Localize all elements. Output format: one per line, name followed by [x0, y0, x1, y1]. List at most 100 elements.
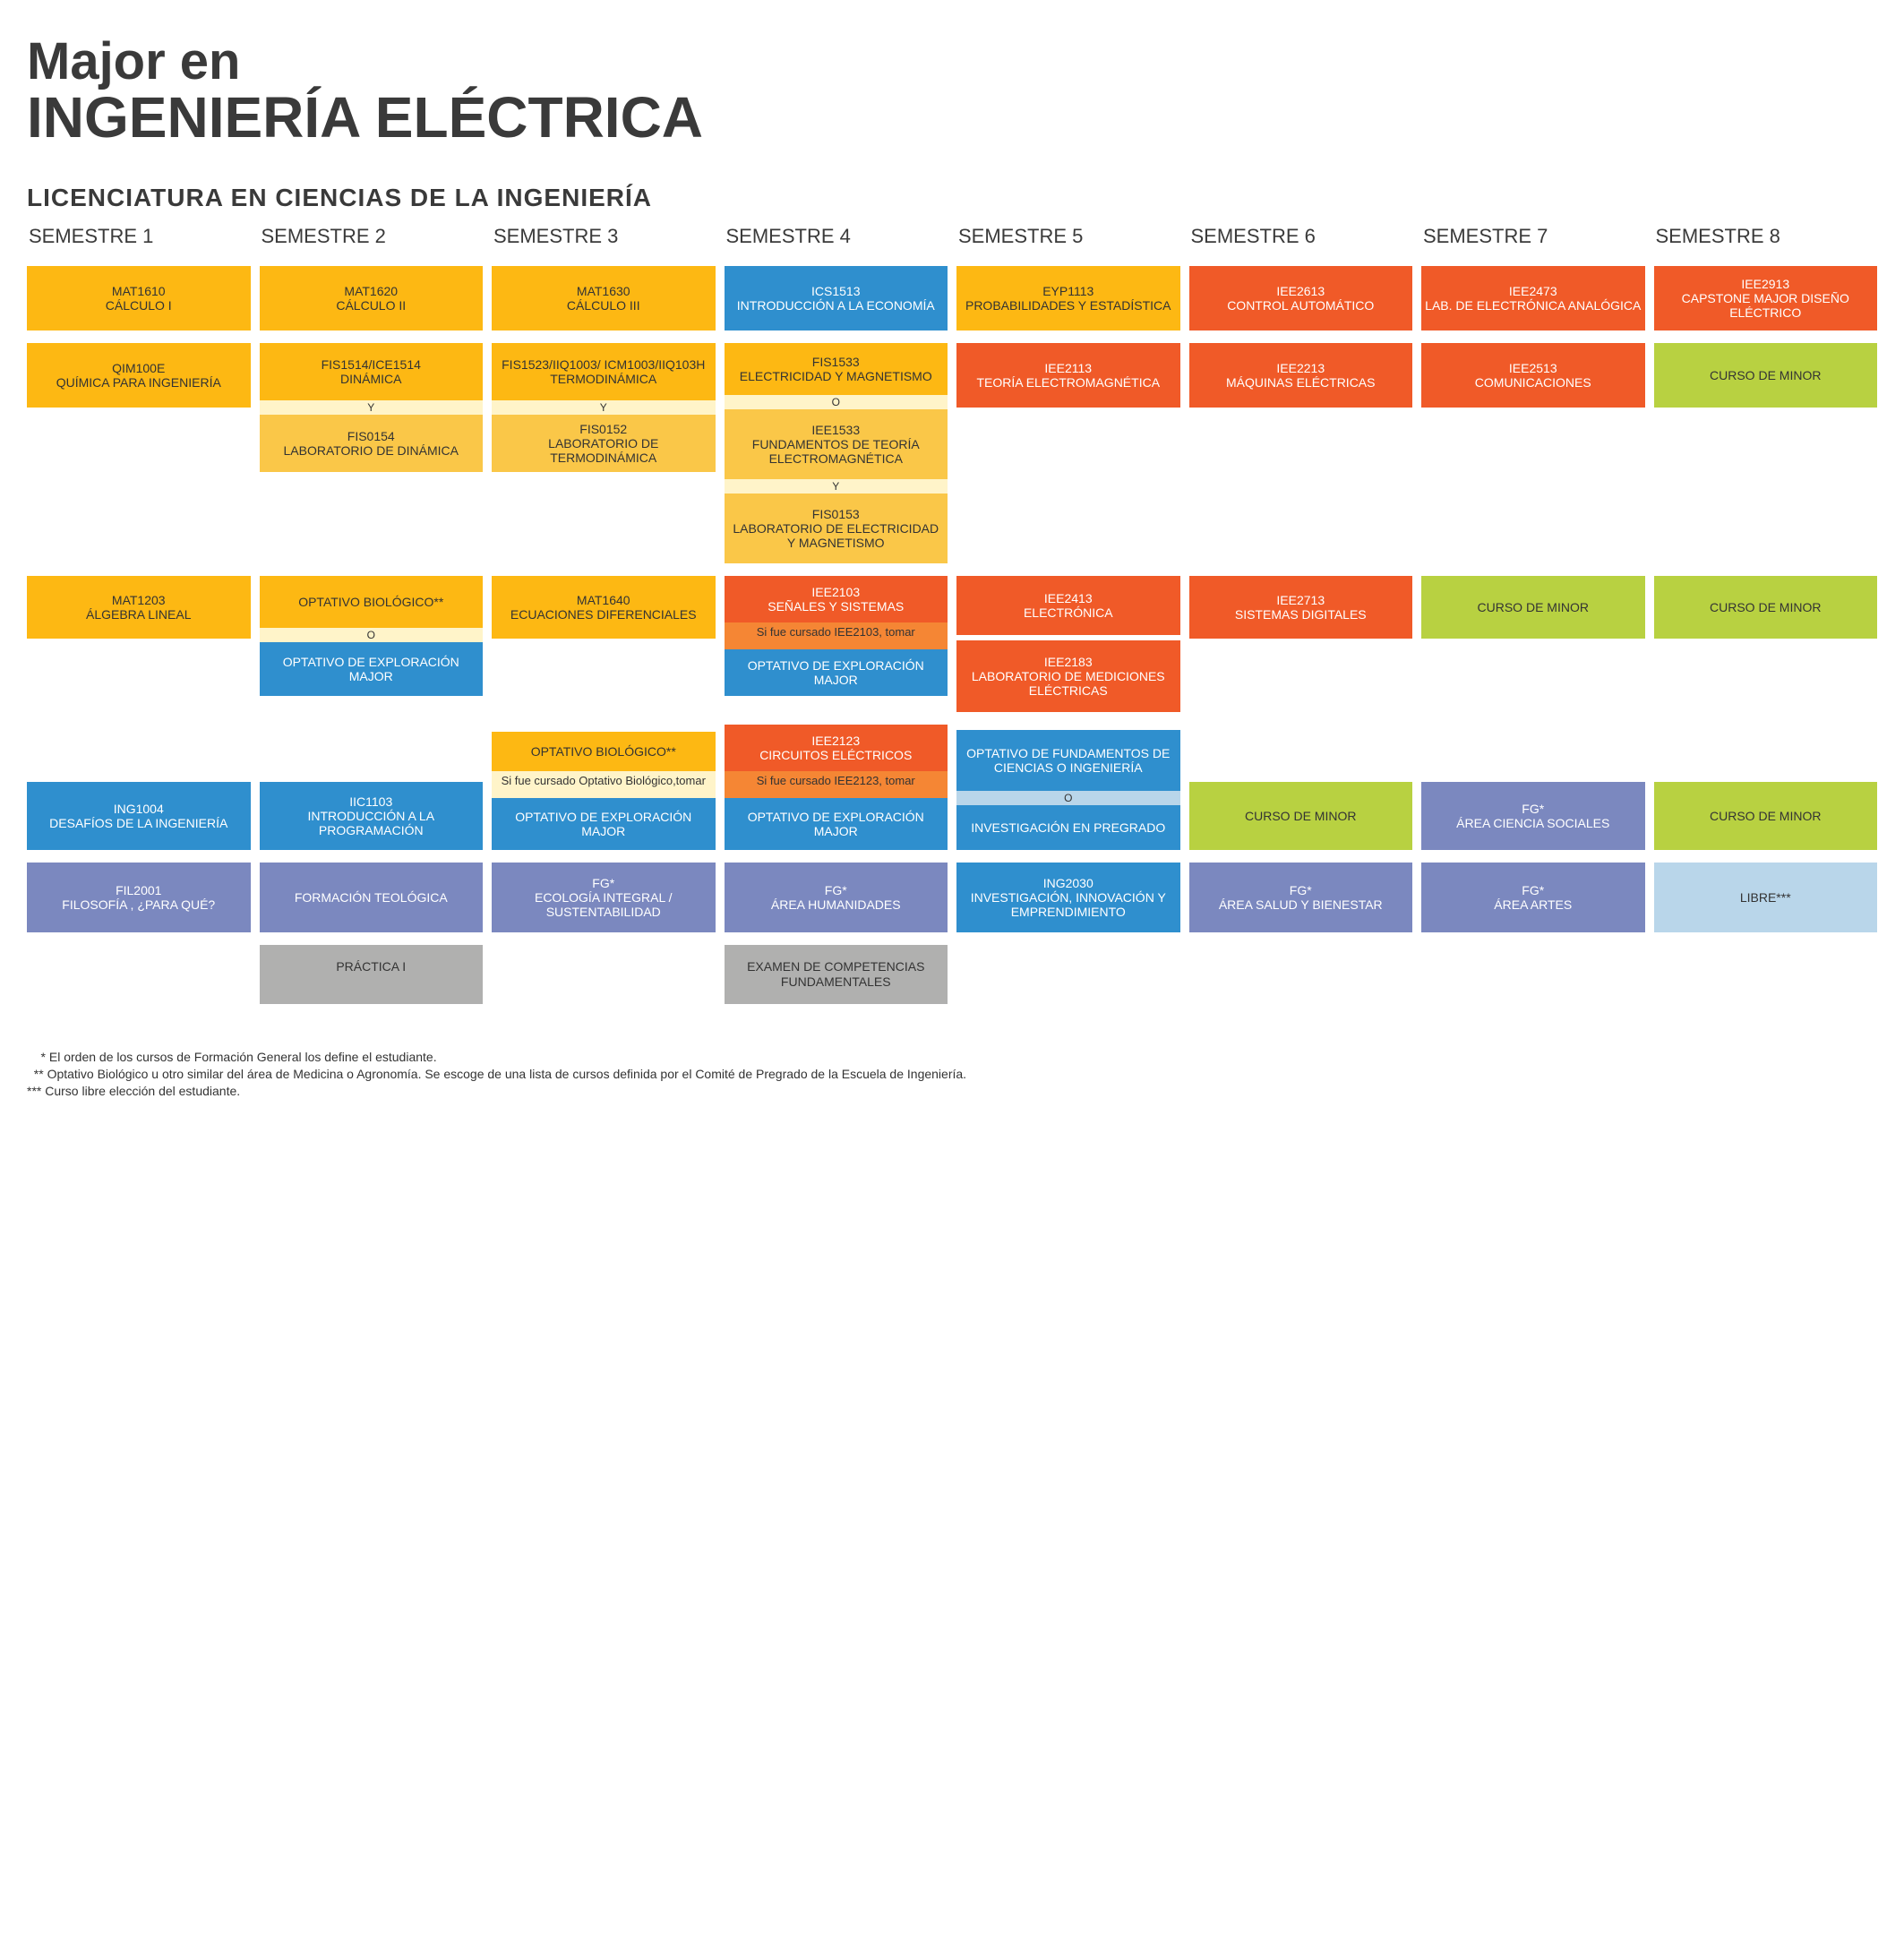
course-name: CÁLCULO I — [106, 298, 172, 313]
course-code: FG* — [1522, 802, 1544, 816]
course-code: IIC1103 — [349, 794, 392, 809]
course-subcell: IEE2123CIRCUITOS ELÉCTRICOS — [725, 725, 948, 771]
course-name: SISTEMAS DIGITALES — [1235, 607, 1367, 622]
course-code: ING1004 — [114, 802, 164, 816]
course-name: CÁLCULO II — [336, 298, 406, 313]
course-name: ECOLOGÍA INTEGRAL / SUSTENTABILIDAD — [495, 890, 712, 919]
course-subcell: FIS0152LABORATORIO DE TERMODINÁMICA — [492, 415, 716, 472]
course-cell: CURSO DE MINOR — [1654, 782, 1878, 850]
title-line2: INGENIERÍA ELÉCTRICA — [27, 88, 1877, 148]
course-name: OPTATIVO DE EXPLORACIÓN MAJOR — [263, 655, 480, 683]
semester-header: SEMESTRE 3 — [492, 221, 716, 253]
course-code: ING2030 — [1043, 876, 1094, 890]
course-cell: FG*ÁREA HUMANIDADES — [725, 863, 948, 932]
course-cell: IEE2513COMUNICACIONES — [1421, 343, 1645, 408]
course-code: IEE2213 — [1276, 361, 1325, 375]
course-name: OPTATIVO DE EXPLORACIÓN MAJOR — [728, 658, 945, 687]
course-code: FIS1523/IIQ1003/ ICM1003/IIQ103H — [502, 357, 705, 372]
course-code: MAT1640 — [577, 593, 630, 607]
course-name: CÁLCULO III — [567, 298, 640, 313]
course-code: FG* — [592, 876, 614, 890]
course-code: IEE2713 — [1276, 593, 1325, 607]
course-name: CIRCUITOS ELÉCTRICOS — [759, 748, 912, 762]
course-name: INVESTIGACIÓN, INNOVACIÓN Y EMPRENDIMIEN… — [960, 890, 1177, 919]
course-name: ELECTRÓNICA — [1024, 605, 1113, 620]
course-cell: QIM100EQUÍMICA PARA INGENIERÍA — [27, 343, 251, 408]
course-name: LABORATORIO DE TERMODINÁMICA — [495, 436, 712, 465]
course-name: CURSO DE MINOR — [1478, 600, 1589, 614]
semester-header: SEMESTRE 5 — [956, 221, 1180, 253]
empty-cell — [956, 945, 1180, 1004]
course-cell: IEE2913CAPSTONE MAJOR DISEÑO ELÉCTRICO — [1654, 266, 1878, 330]
course-name: DESAFÍOS DE LA INGENIERÍA — [49, 816, 227, 830]
course-name: PROBABILIDADES Y ESTADÍSTICA — [965, 298, 1171, 313]
course-code: IEE2913 — [1741, 277, 1789, 291]
footnotes: * El orden de los cursos de Formación Ge… — [27, 1049, 1877, 1100]
course-name: DINÁMICA — [340, 372, 401, 386]
course-name: TEORÍA ELECTROMAGNÉTICA — [976, 375, 1160, 390]
course-code: QIM100E — [112, 361, 165, 375]
course-name: OPTATIVO BIOLÓGICO** — [531, 744, 676, 759]
course-cell: IEE2113TEORÍA ELECTROMAGNÉTICA — [956, 343, 1180, 408]
curriculum-row: MAT1203ÁLGEBRA LINEALOPTATIVO BIOLÓGICO*… — [27, 576, 1877, 712]
course-code: FIS0152 — [579, 422, 627, 436]
course-name: LABORATORIO DE DINÁMICA — [283, 443, 459, 458]
course-subcell: OPTATIVO BIOLÓGICO** — [260, 576, 484, 628]
course-name: CAPSTONE MAJOR DISEÑO ELÉCTRICO — [1658, 291, 1874, 320]
course-cell: LIBRE*** — [1654, 863, 1878, 932]
course-cell: FG*ÁREA SALUD Y BIENESTAR — [1189, 863, 1413, 932]
course-name: CURSO DE MINOR — [1710, 368, 1821, 382]
course-name: ELECTRICIDAD Y MAGNETISMO — [740, 369, 932, 383]
course-code: IEE2413 — [1044, 591, 1093, 605]
course-subcell: OPTATIVO DE EXPLORACIÓN MAJOR — [492, 798, 716, 850]
course-cell: MAT1203ÁLGEBRA LINEAL — [27, 576, 251, 639]
course-name: OPTATIVO DE EXPLORACIÓN MAJOR — [495, 810, 712, 838]
course-name: LABORATORIO DE MEDICIONES ELÉCTRICAS — [960, 669, 1177, 698]
curriculum-rows: MAT1610CÁLCULO IMAT1620CÁLCULO IIMAT1630… — [27, 266, 1877, 932]
semester-header: SEMESTRE 6 — [1189, 221, 1413, 253]
course-code: IEE2513 — [1509, 361, 1557, 375]
semester-header: SEMESTRE 8 — [1654, 221, 1878, 253]
course-subcell: IEE2103SEÑALES Y SISTEMAS — [725, 576, 948, 622]
course-subcell: OPTATIVO BIOLÓGICO** — [492, 732, 716, 771]
course-cell: ING2030INVESTIGACIÓN, INNOVACIÓN Y EMPRE… — [956, 863, 1180, 932]
course-cell: IEE2213MÁQUINAS ELÉCTRICAS — [1189, 343, 1413, 408]
course-stack: OPTATIVO BIOLÓGICO**OOPTATIVO DE EXPLORA… — [260, 576, 484, 696]
course-cell: MAT1610CÁLCULO I — [27, 266, 251, 330]
course-name: ÁREA SALUD Y BIENESTAR — [1219, 897, 1383, 912]
course-name: ECUACIONES DIFERENCIALES — [510, 607, 697, 622]
course-subcell: INVESTIGACIÓN EN PREGRADO — [956, 805, 1180, 850]
empty-cell — [1189, 945, 1413, 1004]
course-cell: CURSO DE MINOR — [1421, 576, 1645, 639]
connector: O — [725, 395, 948, 409]
course-code: FIS1533 — [812, 355, 860, 369]
course-code: FG* — [1290, 883, 1312, 897]
empty-cell — [1654, 945, 1878, 1004]
course-cell: MAT1630CÁLCULO III — [492, 266, 716, 330]
course-cell: FIL2001FILOSOFÍA , ¿PARA QUÉ? — [27, 863, 251, 932]
course-name: FORMACIÓN TEOLÓGICA — [295, 890, 448, 905]
course-name: SEÑALES Y SISTEMAS — [768, 599, 904, 614]
course-subcell: IEE2413ELECTRÓNICA — [956, 576, 1180, 635]
course-code: FIS0153 — [812, 507, 860, 521]
connector: Y — [725, 479, 948, 494]
course-cell: ING1004DESAFÍOS DE LA INGENIERÍA — [27, 782, 251, 850]
course-stack: IEE2123CIRCUITOS ELÉCTRICOSSi fue cursad… — [725, 725, 948, 850]
course-code: ICS1513 — [811, 284, 860, 298]
curriculum-row: ING1004DESAFÍOS DE LA INGENIERÍA IIC1103 I… — [27, 725, 1877, 850]
course-name: OPTATIVO DE EXPLORACIÓN MAJOR — [728, 810, 945, 838]
course-subcell: FIS1533ELECTRICIDAD Y MAGNETISMO — [725, 343, 948, 395]
course-stack: IEE2413ELECTRÓNICAIEE2183LABORATORIO DE … — [956, 576, 1180, 712]
course-cell: ICS1513INTRODUCCIÓN A LA ECONOMÍA — [725, 266, 948, 330]
course-subcell: FIS0154LABORATORIO DE DINÁMICA — [260, 415, 484, 472]
course-name: LABORATORIO DE ELECTRICIDAD Y MAGNETISMO — [728, 521, 945, 550]
course-name: CURSO DE MINOR — [1710, 600, 1821, 614]
empty-cell — [492, 945, 716, 1004]
connector: O — [956, 791, 1180, 805]
course-code: IEE2113 — [1044, 361, 1092, 375]
course-name: QUÍMICA PARA INGENIERÍA — [56, 375, 221, 390]
curriculum-row: QIM100EQUÍMICA PARA INGENIERÍAFIS1514/IC… — [27, 343, 1877, 563]
connector: Y — [260, 400, 484, 415]
note-band: Si fue cursado IEE2123, tomar — [725, 771, 948, 798]
course-code: MAT1610 — [112, 284, 166, 298]
